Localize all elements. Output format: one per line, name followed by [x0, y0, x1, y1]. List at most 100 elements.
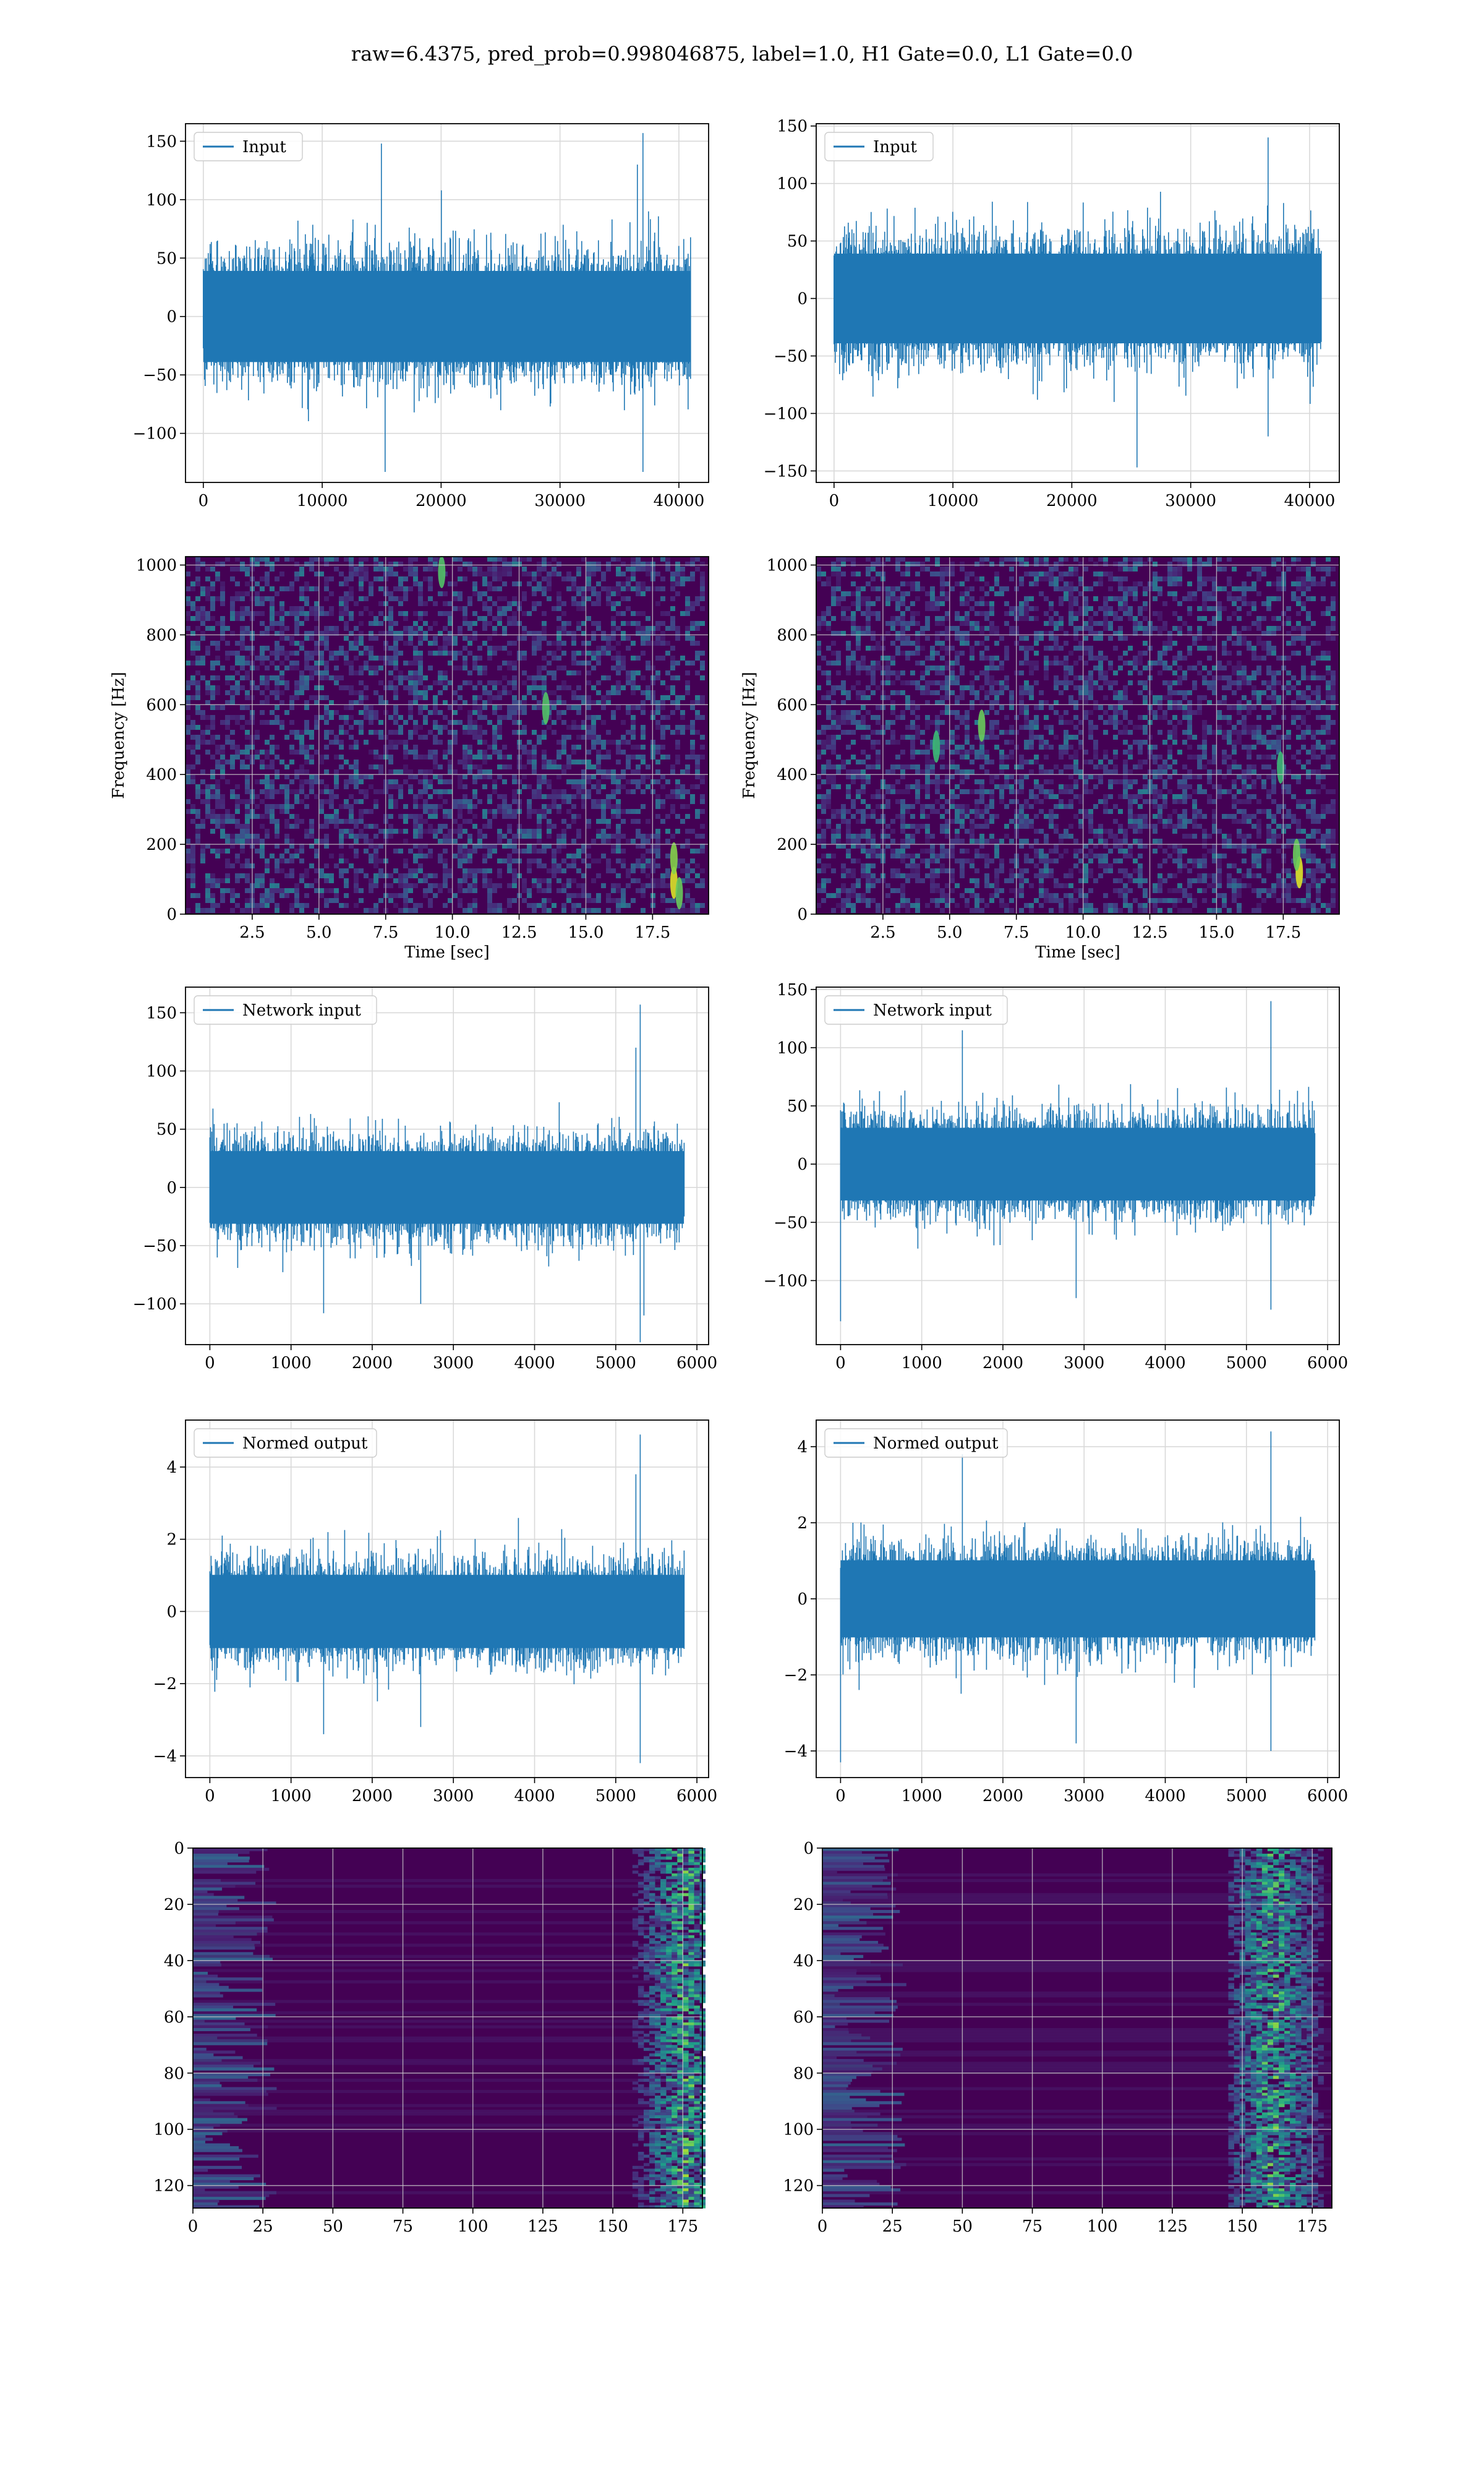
- spec-l1-pixel: [920, 661, 925, 666]
- spec-h1-pixel: [556, 868, 561, 873]
- spec-h1-pixel: [690, 621, 695, 626]
- spec-h1-pixel: [260, 844, 265, 849]
- spec-h1-pixel: [393, 571, 398, 576]
- spec-h1-pixel: [255, 666, 260, 670]
- spec-h1-pixel: [275, 646, 279, 651]
- spec-h1-pixel: [413, 685, 418, 690]
- spec-h1-pixel: [556, 700, 561, 705]
- spec-h1-pixel: [646, 641, 650, 646]
- spec-l1-pixel: [841, 685, 846, 690]
- spec-l1-pixel: [1143, 562, 1148, 567]
- spec-h1-pixel: [527, 581, 532, 586]
- spec-h1-pixel: [294, 888, 299, 893]
- spec-h1-pixel: [537, 814, 542, 819]
- spec-l1-pixel: [1177, 581, 1182, 586]
- spec-l1-pixel: [1326, 680, 1331, 685]
- spec-h1-pixel: [438, 858, 443, 863]
- spec-h1-pixel: [641, 700, 646, 705]
- spec-h1-pixel: [418, 710, 423, 715]
- spec-l1-pixel: [1029, 646, 1034, 651]
- spec-h1-pixel: [359, 774, 364, 779]
- spec-l1-pixel: [1024, 685, 1029, 690]
- spec-l1-pixel: [1306, 651, 1311, 656]
- spec-h1-pixel: [591, 601, 596, 606]
- spec-h1-pixel: [438, 740, 443, 745]
- spec-l1-pixel: [915, 562, 920, 567]
- spec-h1-pixel: [245, 863, 250, 868]
- spec-h1-pixel: [641, 789, 646, 794]
- spec-h1-pixel: [413, 883, 418, 888]
- spec-h1-pixel: [398, 715, 403, 720]
- spec-l1-pixel: [861, 601, 866, 606]
- spec-h1-pixel: [537, 863, 542, 868]
- spec-h1-pixel: [260, 720, 265, 725]
- spec-h1-pixel: [230, 601, 235, 606]
- spec-l1-pixel: [1266, 601, 1271, 606]
- spec-l1-pixel: [1128, 586, 1133, 591]
- spec-h1-pixel: [260, 576, 265, 581]
- spec-h1-pixel: [378, 898, 383, 903]
- spec-h1-pixel: [354, 646, 359, 651]
- spec-h1-pixel: [621, 849, 626, 854]
- spec-h1-pixel: [279, 720, 284, 725]
- spec-h1-pixel: [344, 705, 349, 710]
- spec-h1-pixel: [532, 750, 537, 755]
- spec-h1-pixel: [205, 651, 210, 656]
- spec-h1-pixel: [359, 621, 364, 626]
- spec-h1-pixel: [428, 710, 433, 715]
- spec-h1-pixel: [522, 700, 527, 705]
- spec-h1-pixel: [265, 680, 270, 685]
- spec-h1-pixel: [265, 596, 270, 601]
- spec-h1-pixel: [552, 824, 556, 829]
- spec-h1-pixel: [626, 839, 631, 844]
- spec-l1-pixel: [930, 571, 935, 576]
- spec-h1-pixel: [542, 631, 547, 636]
- spec-l1-pixel: [1158, 661, 1162, 666]
- spec-l1-pixel: [1177, 626, 1182, 631]
- spec-h1-pixel: [388, 631, 393, 636]
- spec-h1-pixel: [339, 646, 344, 651]
- spec-h1-pixel: [289, 888, 294, 893]
- spec-h1-pixel: [571, 576, 576, 581]
- spec-h1-pixel: [467, 799, 472, 804]
- spec-l1-pixel: [1172, 571, 1177, 576]
- spec-h1-pixel: [329, 878, 334, 883]
- spec-h1-pixel: [388, 606, 393, 611]
- spec-l1-pixel: [1103, 616, 1108, 621]
- spec-h1-pixel: [537, 789, 542, 794]
- spec-l1-pixel: [935, 596, 940, 601]
- spec-h1-pixel: [616, 641, 621, 646]
- spec-h1-pixel: [482, 809, 487, 814]
- spec-h1-pixel: [289, 557, 294, 562]
- spec-l1-pixel: [1138, 690, 1143, 695]
- spec-h1-pixel: [230, 755, 235, 760]
- spec-h1-pixel: [626, 730, 631, 735]
- spec-l1-pixel: [1024, 690, 1029, 695]
- spec-l1-pixel: [1177, 576, 1182, 581]
- spec-h1-pixel: [294, 562, 299, 567]
- spec-h1-pixel: [675, 675, 680, 680]
- spec-l1-pixel: [1123, 586, 1128, 591]
- spec-h1-pixel: [289, 666, 294, 670]
- spec-h1-pixel: [319, 606, 324, 611]
- spec-h1-pixel: [641, 675, 646, 680]
- spec-l1-pixel: [1039, 690, 1044, 695]
- spec-h1-pixel: [675, 760, 680, 764]
- spec-h1-pixel: [319, 651, 324, 656]
- spec-h1-pixel: [195, 908, 200, 913]
- spec-h1-pixel: [522, 878, 527, 883]
- spec-h1-pixel: [438, 730, 443, 735]
- spec-h1-pixel: [561, 903, 566, 908]
- spec-h1-pixel: [220, 616, 225, 621]
- spec-h1-pixel: [537, 666, 542, 670]
- spec-h1-pixel: [329, 611, 334, 616]
- spec-l1-pixel: [871, 611, 876, 616]
- spec-h1-pixel: [552, 651, 556, 656]
- spec-h1-pixel: [354, 740, 359, 745]
- spec-h1-pixel: [299, 621, 304, 626]
- spec-h1-pixel: [304, 581, 309, 586]
- spec-l1-pixel: [1133, 666, 1138, 670]
- spec-l1-pixel: [1321, 675, 1326, 680]
- spec-h1-pixel: [680, 858, 685, 863]
- input-l1-xtick-label-0: 0: [829, 492, 840, 510]
